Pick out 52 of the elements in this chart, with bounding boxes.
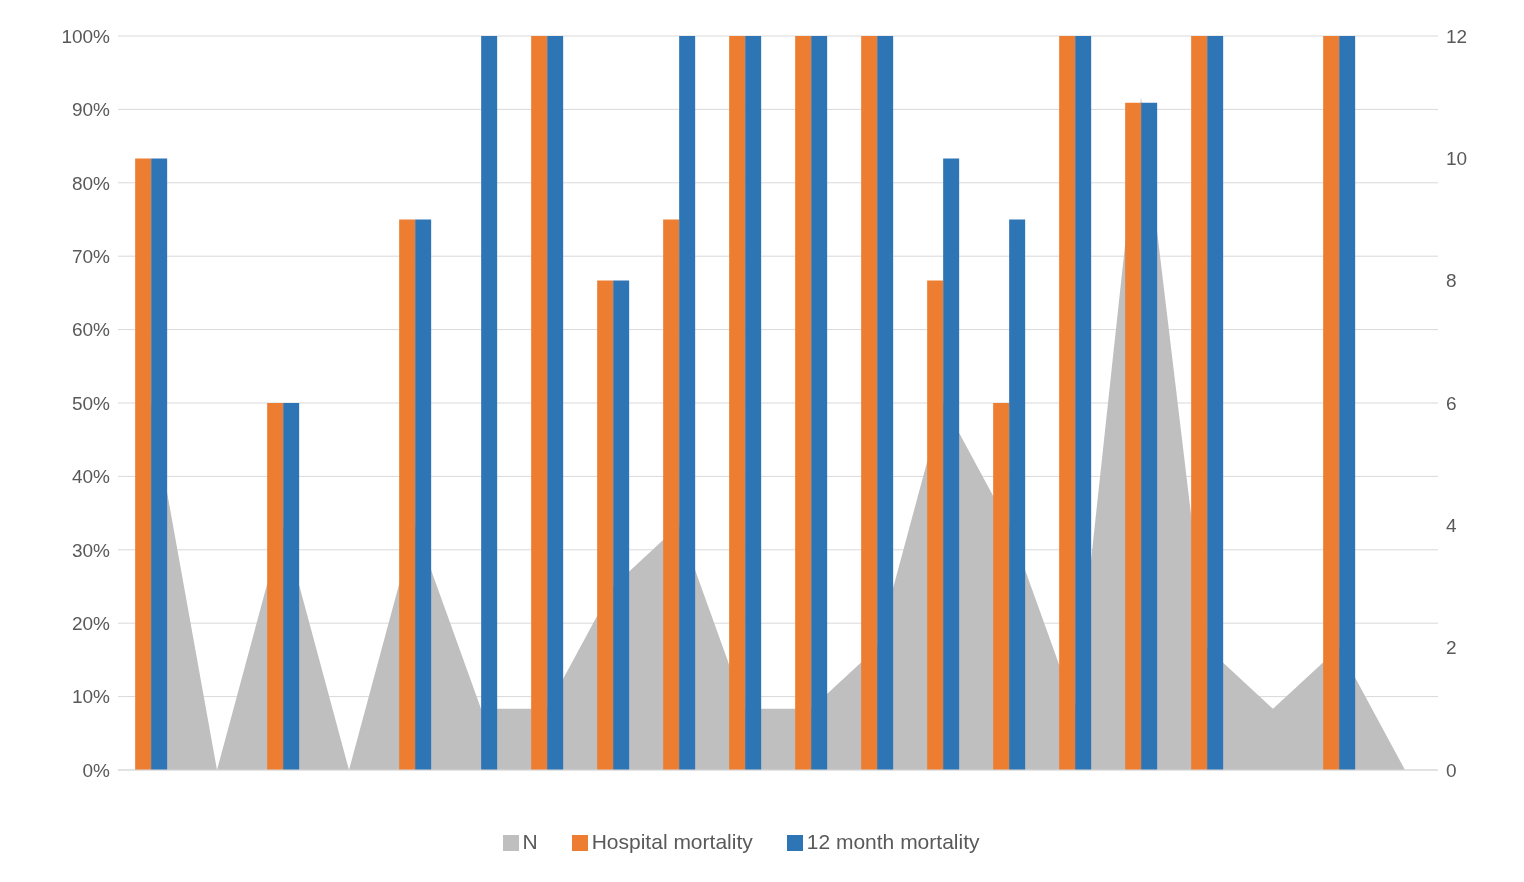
bar bbox=[663, 219, 680, 770]
bar bbox=[993, 403, 1010, 770]
y-tick-label: 80% bbox=[71, 172, 111, 194]
bar bbox=[135, 158, 152, 770]
y-tick-label: 50% bbox=[71, 392, 111, 414]
y2-tick-label: 6 bbox=[1446, 392, 1457, 414]
y-tick-label: 90% bbox=[71, 99, 111, 121]
y2-tick-label: 2 bbox=[1446, 637, 1457, 659]
y-tick-label: 60% bbox=[71, 319, 111, 341]
bar bbox=[729, 36, 746, 770]
y2-tick-label: 10 bbox=[1446, 148, 1468, 170]
bar bbox=[399, 219, 416, 770]
bar bbox=[547, 36, 564, 770]
bar bbox=[795, 36, 812, 770]
bar bbox=[283, 403, 300, 770]
bar bbox=[481, 36, 498, 770]
bar bbox=[151, 158, 168, 770]
legend-label: Hospital mortality bbox=[591, 830, 753, 853]
bar bbox=[943, 158, 960, 770]
bar bbox=[597, 280, 614, 770]
bar bbox=[811, 36, 828, 770]
bar bbox=[1191, 36, 1208, 770]
bar bbox=[1075, 36, 1092, 770]
bar bbox=[1207, 36, 1224, 770]
y2-tick-label: 0 bbox=[1446, 759, 1457, 781]
bar bbox=[1339, 36, 1356, 770]
bar bbox=[415, 219, 432, 770]
bar bbox=[927, 280, 944, 770]
bar bbox=[1125, 102, 1142, 770]
y2-tick-label: 4 bbox=[1446, 515, 1457, 537]
y-tick-label: 10% bbox=[71, 686, 111, 708]
legend-label: 12 month mortality bbox=[806, 830, 980, 853]
bar bbox=[531, 36, 548, 770]
bar bbox=[613, 280, 630, 770]
y2-tick-label: 8 bbox=[1446, 270, 1457, 292]
y-tick-label: 20% bbox=[71, 612, 111, 634]
y2-tick-label: 12 bbox=[1446, 25, 1468, 47]
y-tick-label: 0% bbox=[82, 759, 111, 781]
bar bbox=[877, 36, 894, 770]
y-tick-label: 70% bbox=[71, 245, 111, 267]
bar bbox=[267, 403, 284, 770]
y-tick-label: 30% bbox=[71, 539, 111, 561]
bar bbox=[1141, 102, 1158, 770]
y-tick-label: 40% bbox=[71, 466, 111, 488]
bar bbox=[1323, 36, 1340, 770]
legend-label: N bbox=[522, 830, 538, 853]
bar bbox=[1059, 36, 1076, 770]
bar bbox=[861, 36, 878, 770]
bar bbox=[679, 36, 696, 770]
y-tick-label: 100% bbox=[61, 25, 111, 47]
bar bbox=[1009, 219, 1026, 770]
bar bbox=[745, 36, 762, 770]
